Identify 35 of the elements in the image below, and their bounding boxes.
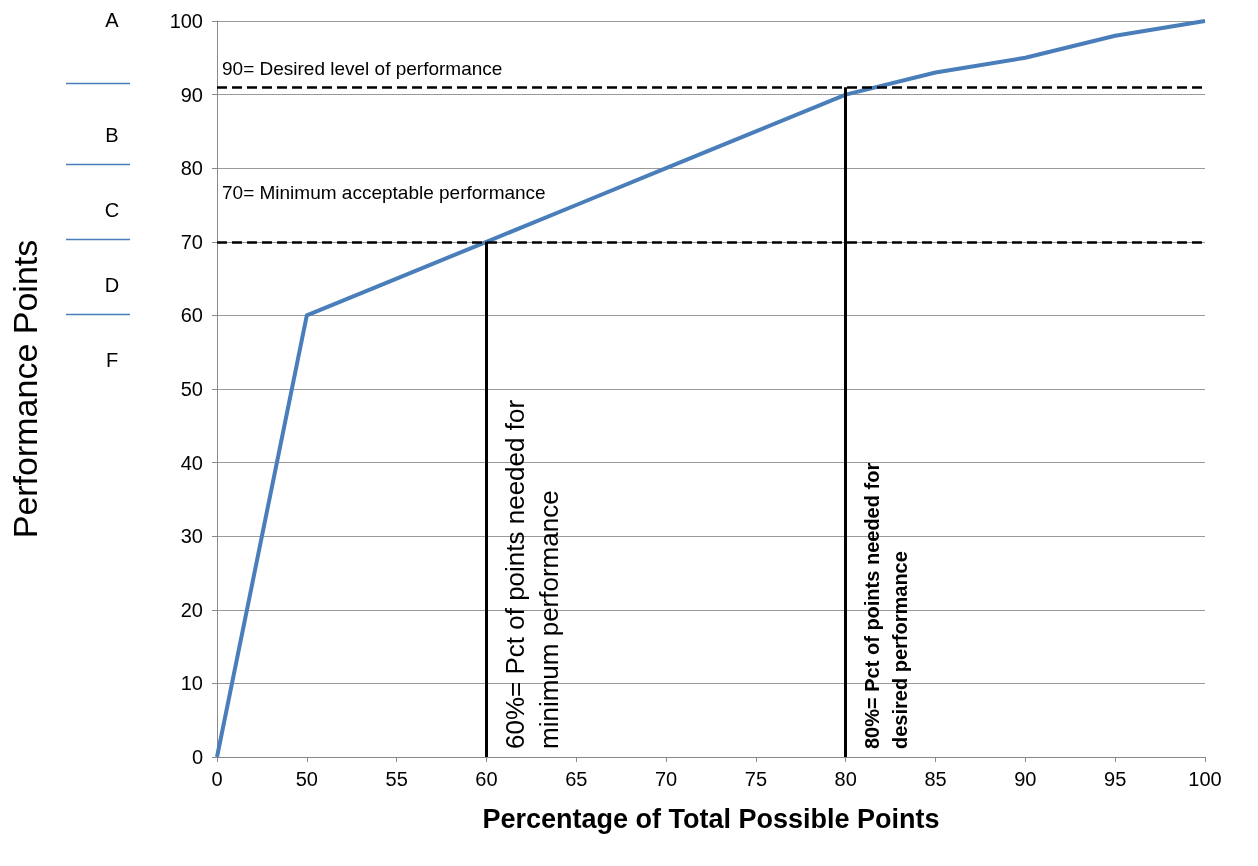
x-tick-label: 65 <box>565 768 588 790</box>
y-tick-label: 0 <box>191 746 203 768</box>
y-tick-label: 50 <box>180 378 203 400</box>
y-tick-label: 90 <box>180 83 203 106</box>
y-tick-label: 30 <box>180 525 203 548</box>
y-axis-title: Performance Points <box>6 239 44 539</box>
x-tick-label: 0 <box>211 768 223 790</box>
text: C <box>104 199 120 221</box>
x-tick-label: 95 <box>1104 768 1127 790</box>
x-tick-label: 75 <box>744 768 768 790</box>
y-tick-label: 60 <box>180 304 203 327</box>
y-tick-label: 40 <box>180 451 203 474</box>
x-tick-label: 85 <box>924 768 947 790</box>
x-tick-label: 60 <box>475 768 498 790</box>
ref-line-label: 80%= Pct of points needed for desired performance <box>860 457 911 749</box>
x-tick-label: 80 <box>834 768 857 790</box>
line-series <box>215 19 1207 759</box>
ref-line-label: 90= Desired level of performance <box>222 58 503 80</box>
y-tick-label: 10 <box>180 672 203 695</box>
x-tick-label: 90 <box>1014 768 1037 790</box>
text: B <box>105 124 119 146</box>
x-tick-label: 70 <box>654 768 678 790</box>
ref-line-label: 60%= Pct of points needed for minimum performance <box>500 392 565 749</box>
x-tick-label: 50 <box>295 768 318 790</box>
text: D <box>104 274 120 296</box>
y-tick-label: 100 <box>169 10 203 32</box>
text: F <box>105 349 119 371</box>
ref-line-label: 70= Minimum acceptable performance <box>222 181 546 203</box>
x-tick-label: 55 <box>385 768 408 790</box>
y-tick-label: 80 <box>180 157 203 180</box>
x-tick-label: 100 <box>1188 768 1222 790</box>
y-tick-label: 70 <box>180 230 203 253</box>
text: A <box>105 9 120 31</box>
x-axis-title: Percentage of Total Possible Points <box>482 803 940 834</box>
y-tick-label: 20 <box>180 598 203 621</box>
